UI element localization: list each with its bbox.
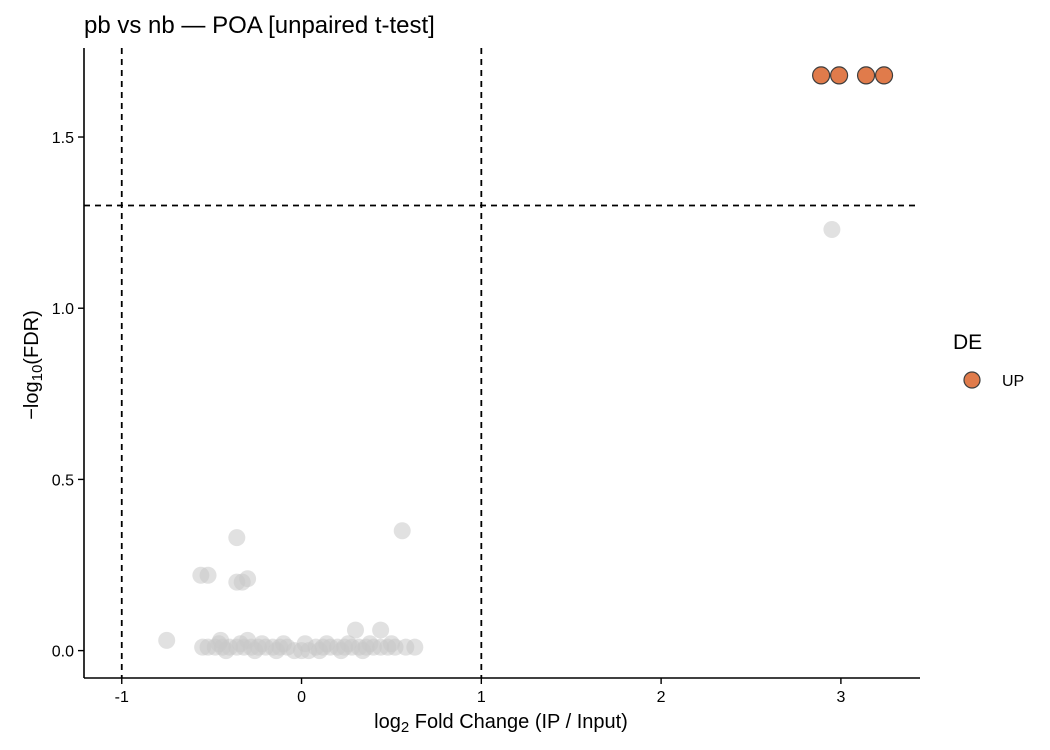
ns-point [267,642,285,660]
legend-label-up: UP [1002,373,1024,390]
x-tick-label: 1 [477,689,486,706]
chart-title: pb vs nb — POA [unpaired t-test] [84,12,435,39]
ns-point [332,642,350,660]
up-point [829,66,849,85]
up-points [812,66,894,85]
x-tick-label: 3 [836,689,845,706]
y-tick-label: 0.5 [52,472,74,489]
x-tick-label: 0 [297,689,306,706]
ns-point [233,573,251,591]
y-tick-label: 0.0 [52,644,74,661]
up-point [874,66,894,85]
ns-point [382,635,400,653]
y-axis-title: −log10(FDR) [21,310,46,420]
ns-point [228,529,246,547]
ns-point [406,638,424,656]
ns-point [354,642,372,660]
ns-point [346,621,364,639]
legend-swatch-up [963,371,981,389]
ns-point [311,642,329,660]
x-tick-label: -1 [115,689,129,706]
x-axis-ticks: -1 0 1 2 3 [115,678,845,706]
ns-point [246,642,264,660]
ns-point [372,621,390,639]
ns-point [296,635,314,653]
threshold-lines [84,48,920,678]
up-point [856,66,876,85]
legend-title: DE [953,331,982,354]
up-point [812,66,831,85]
x-axis-title: log2 Fold Change (IP / Input) [374,711,628,736]
ns-point [393,522,411,540]
ns-point [823,220,841,238]
x-tick-label: 2 [657,689,666,706]
y-tick-label: 1.5 [52,130,74,147]
ns-point [158,631,176,649]
not-significant-points [158,220,841,660]
legend: DE UP [953,331,1024,390]
y-tick-label: 1.0 [52,301,74,318]
ns-point [231,635,249,653]
ns-point [199,566,217,584]
y-axis-ticks: 0.0 0.5 1.0 1.5 [52,130,84,661]
ns-point [217,642,235,660]
